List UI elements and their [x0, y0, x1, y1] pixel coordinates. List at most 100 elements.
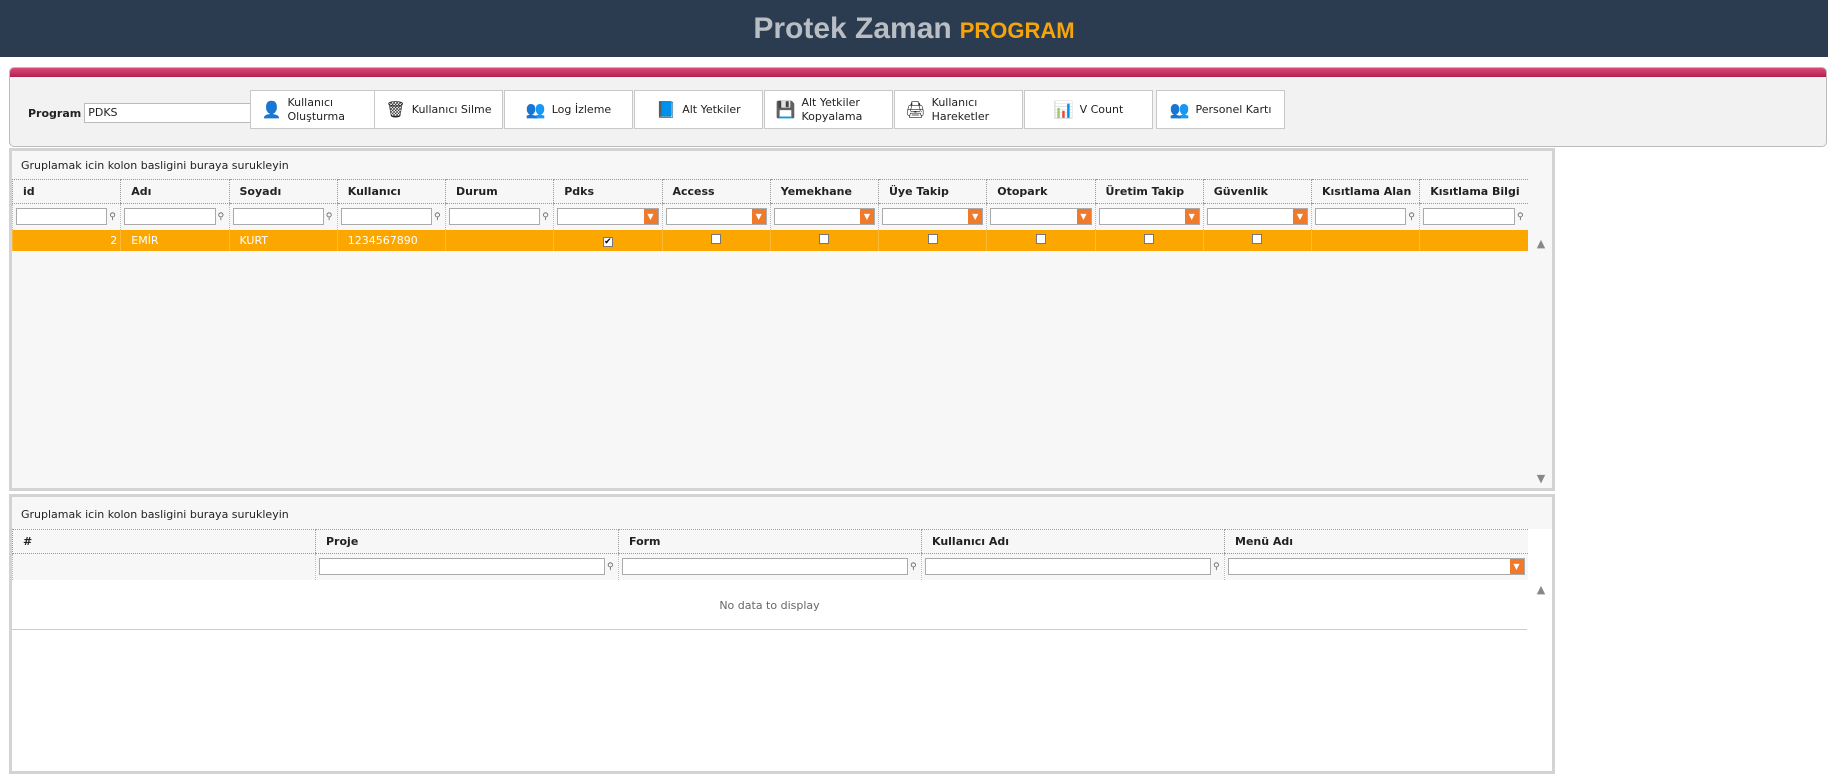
program-select[interactable]: PDKS — [84, 103, 285, 123]
button-label: Kullanıcı Hareketler — [931, 95, 990, 123]
cell-id: 2 — [11, 229, 121, 251]
group-panel: Gruplamak icin kolon basligini buraya su… — [12, 497, 1552, 529]
column-header[interactable]: id — [11, 179, 121, 204]
app-subtitle: PROGRAM — [959, 18, 1075, 43]
column-header[interactable]: Menü Adı — [1224, 529, 1528, 554]
filter-icon[interactable]: ⚲ — [325, 211, 333, 222]
empty-message: No data to display — [12, 581, 1527, 630]
checkbox-uye_takip[interactable] — [927, 233, 938, 244]
chevron-down-icon: ▼ — [751, 209, 766, 225]
column-header[interactable]: Yemekhane — [769, 179, 879, 204]
chevron-down-icon: ▼ — [643, 209, 658, 225]
filter-cell: ⚲ — [1315, 208, 1416, 226]
filter-icon[interactable]: ⚲ — [607, 561, 614, 572]
people-button[interactable]: 👥 Personel Kartı — [1156, 90, 1285, 129]
filter-input[interactable] — [124, 208, 216, 226]
filter-input[interactable] — [340, 208, 432, 226]
folder-button[interactable]: 📘 Alt Yetkiler — [634, 90, 763, 129]
filter-icon[interactable]: ⚲ — [1213, 561, 1220, 572]
chevron-down-icon: ▼ — [1184, 209, 1199, 225]
column-header[interactable]: Güvenlik — [1202, 179, 1312, 204]
filter-dropdown[interactable]: ▼ — [882, 208, 984, 226]
column-header[interactable]: Üye Takip — [877, 179, 987, 204]
filter-input[interactable] — [449, 208, 541, 226]
filter-icon[interactable]: ⚲ — [434, 211, 441, 222]
user-info-button[interactable]: 👤 Kullanıcı Oluşturma — [250, 90, 379, 129]
toolbar-panel: Program PDKS 👤Kullanıcı Oluşturma 🗑 Kullan… — [9, 67, 1827, 147]
filter-icon[interactable]: ⚲ — [217, 211, 225, 222]
filter-cell: ⚲ — [232, 208, 334, 226]
table-row[interactable]: 2 EMİR KURT 1234567890 ✔ — [11, 229, 1528, 251]
column-header[interactable]: # — [12, 529, 316, 554]
filter-cell: ⚲ — [340, 208, 442, 226]
column-header[interactable]: Kullanıcı — [336, 179, 446, 204]
column-header[interactable]: Kısıtlama Alan — [1310, 179, 1420, 204]
filter-dropdown[interactable]: ▼ — [557, 208, 659, 226]
column-header[interactable]: Form — [618, 529, 922, 554]
cell-kisitlama_bilgi — [1419, 229, 1528, 251]
panel-title-bar — [10, 68, 1826, 77]
program-label: Program — [28, 106, 82, 120]
column-header[interactable]: Kullanıcı Adı — [921, 529, 1225, 554]
column-header[interactable]: Pdks — [553, 179, 662, 204]
filter-icon[interactable]: ⚲ — [109, 211, 116, 222]
filter-dropdown[interactable]: ▼ — [1228, 558, 1525, 576]
filter-input[interactable] — [319, 558, 605, 576]
user-info-icon: 👤 — [261, 99, 282, 119]
filter-input[interactable] — [232, 208, 324, 226]
cell-soyad: KURT — [228, 229, 338, 251]
button-label: V Count — [1079, 102, 1124, 116]
filter-cell: ▼ — [990, 208, 1092, 226]
checkbox-yemekhane[interactable] — [819, 233, 830, 244]
trash-icon: 🗑 — [385, 99, 406, 119]
column-header[interactable]: Kısıtlama Bilgi — [1419, 179, 1528, 204]
filter-input[interactable] — [1423, 208, 1515, 226]
column-header[interactable]: Access — [661, 179, 771, 204]
column-header[interactable]: Otopark — [986, 179, 1095, 204]
filter-input[interactable] — [925, 558, 1211, 576]
column-header[interactable]: Adı — [120, 179, 229, 204]
filter-icon[interactable]: ⚲ — [910, 561, 917, 572]
filter-cell: ▼ — [882, 208, 984, 226]
scroll-up-button[interactable]: ▲ — [1536, 583, 1546, 596]
filter-input[interactable] — [16, 208, 108, 226]
filter-input[interactable] — [1315, 208, 1407, 226]
filter-cell: ⚲ — [16, 208, 117, 226]
button-label: Kullanıcı Silme — [411, 102, 492, 116]
checkbox-pdks[interactable]: ✔ — [602, 236, 613, 247]
checkbox-uretim_takip[interactable] — [1144, 233, 1155, 244]
filter-cell: ▼ — [665, 208, 767, 226]
scroll-up-button[interactable]: ▲ — [1536, 237, 1546, 250]
scroll-down-button[interactable]: ▼ — [1536, 472, 1546, 485]
checkbox-guvenlik[interactable] — [1252, 233, 1263, 244]
filter-cell: ▼ — [557, 208, 659, 226]
filter-dropdown[interactable]: ▼ — [1206, 208, 1308, 226]
filter-input[interactable] — [622, 558, 908, 576]
filter-dropdown[interactable]: ▼ — [990, 208, 1092, 226]
column-header[interactable]: Durum — [444, 179, 554, 204]
users-button[interactable]: 👥 Log İzleme — [504, 90, 633, 129]
filter-icon[interactable]: ⚲ — [1408, 211, 1415, 222]
printer-button[interactable]: 🖨 Kullanıcı Hareketler — [894, 90, 1023, 129]
chevron-down-icon: ▼ — [1509, 559, 1524, 575]
filter-dropdown[interactable]: ▼ — [665, 208, 767, 226]
trash-button[interactable]: 🗑 Kullanıcı Silme — [374, 90, 503, 129]
checkbox-otopark[interactable] — [1035, 233, 1046, 244]
checkbox-access[interactable] — [711, 233, 722, 244]
cell-kisitlama_alan — [1310, 229, 1420, 251]
filter-dropdown[interactable]: ▼ — [773, 208, 875, 226]
column-header[interactable]: Proje — [315, 529, 619, 554]
filter-dropdown[interactable]: ▼ — [1098, 208, 1200, 226]
column-header[interactable]: Soyadı — [228, 179, 338, 204]
column-header[interactable]: Üretim Takip — [1094, 179, 1204, 204]
filter-icon[interactable]: ⚲ — [1517, 211, 1524, 222]
permissions-grid: Gruplamak icin kolon basligini buraya su… — [9, 494, 1555, 774]
filter-cell: ▼ — [1206, 208, 1308, 226]
chart-icon: 📊 — [1053, 99, 1074, 119]
filter-icon[interactable]: ⚲ — [542, 211, 549, 222]
save-button[interactable]: 💾 Alt Yetkiler Kopyalama — [764, 90, 893, 129]
printer-icon: 🖨 — [905, 99, 926, 119]
chart-button[interactable]: 📊 V Count — [1024, 90, 1153, 129]
chevron-down-icon: ▼ — [860, 209, 874, 225]
button-label: Personel Kartı — [1195, 102, 1272, 116]
